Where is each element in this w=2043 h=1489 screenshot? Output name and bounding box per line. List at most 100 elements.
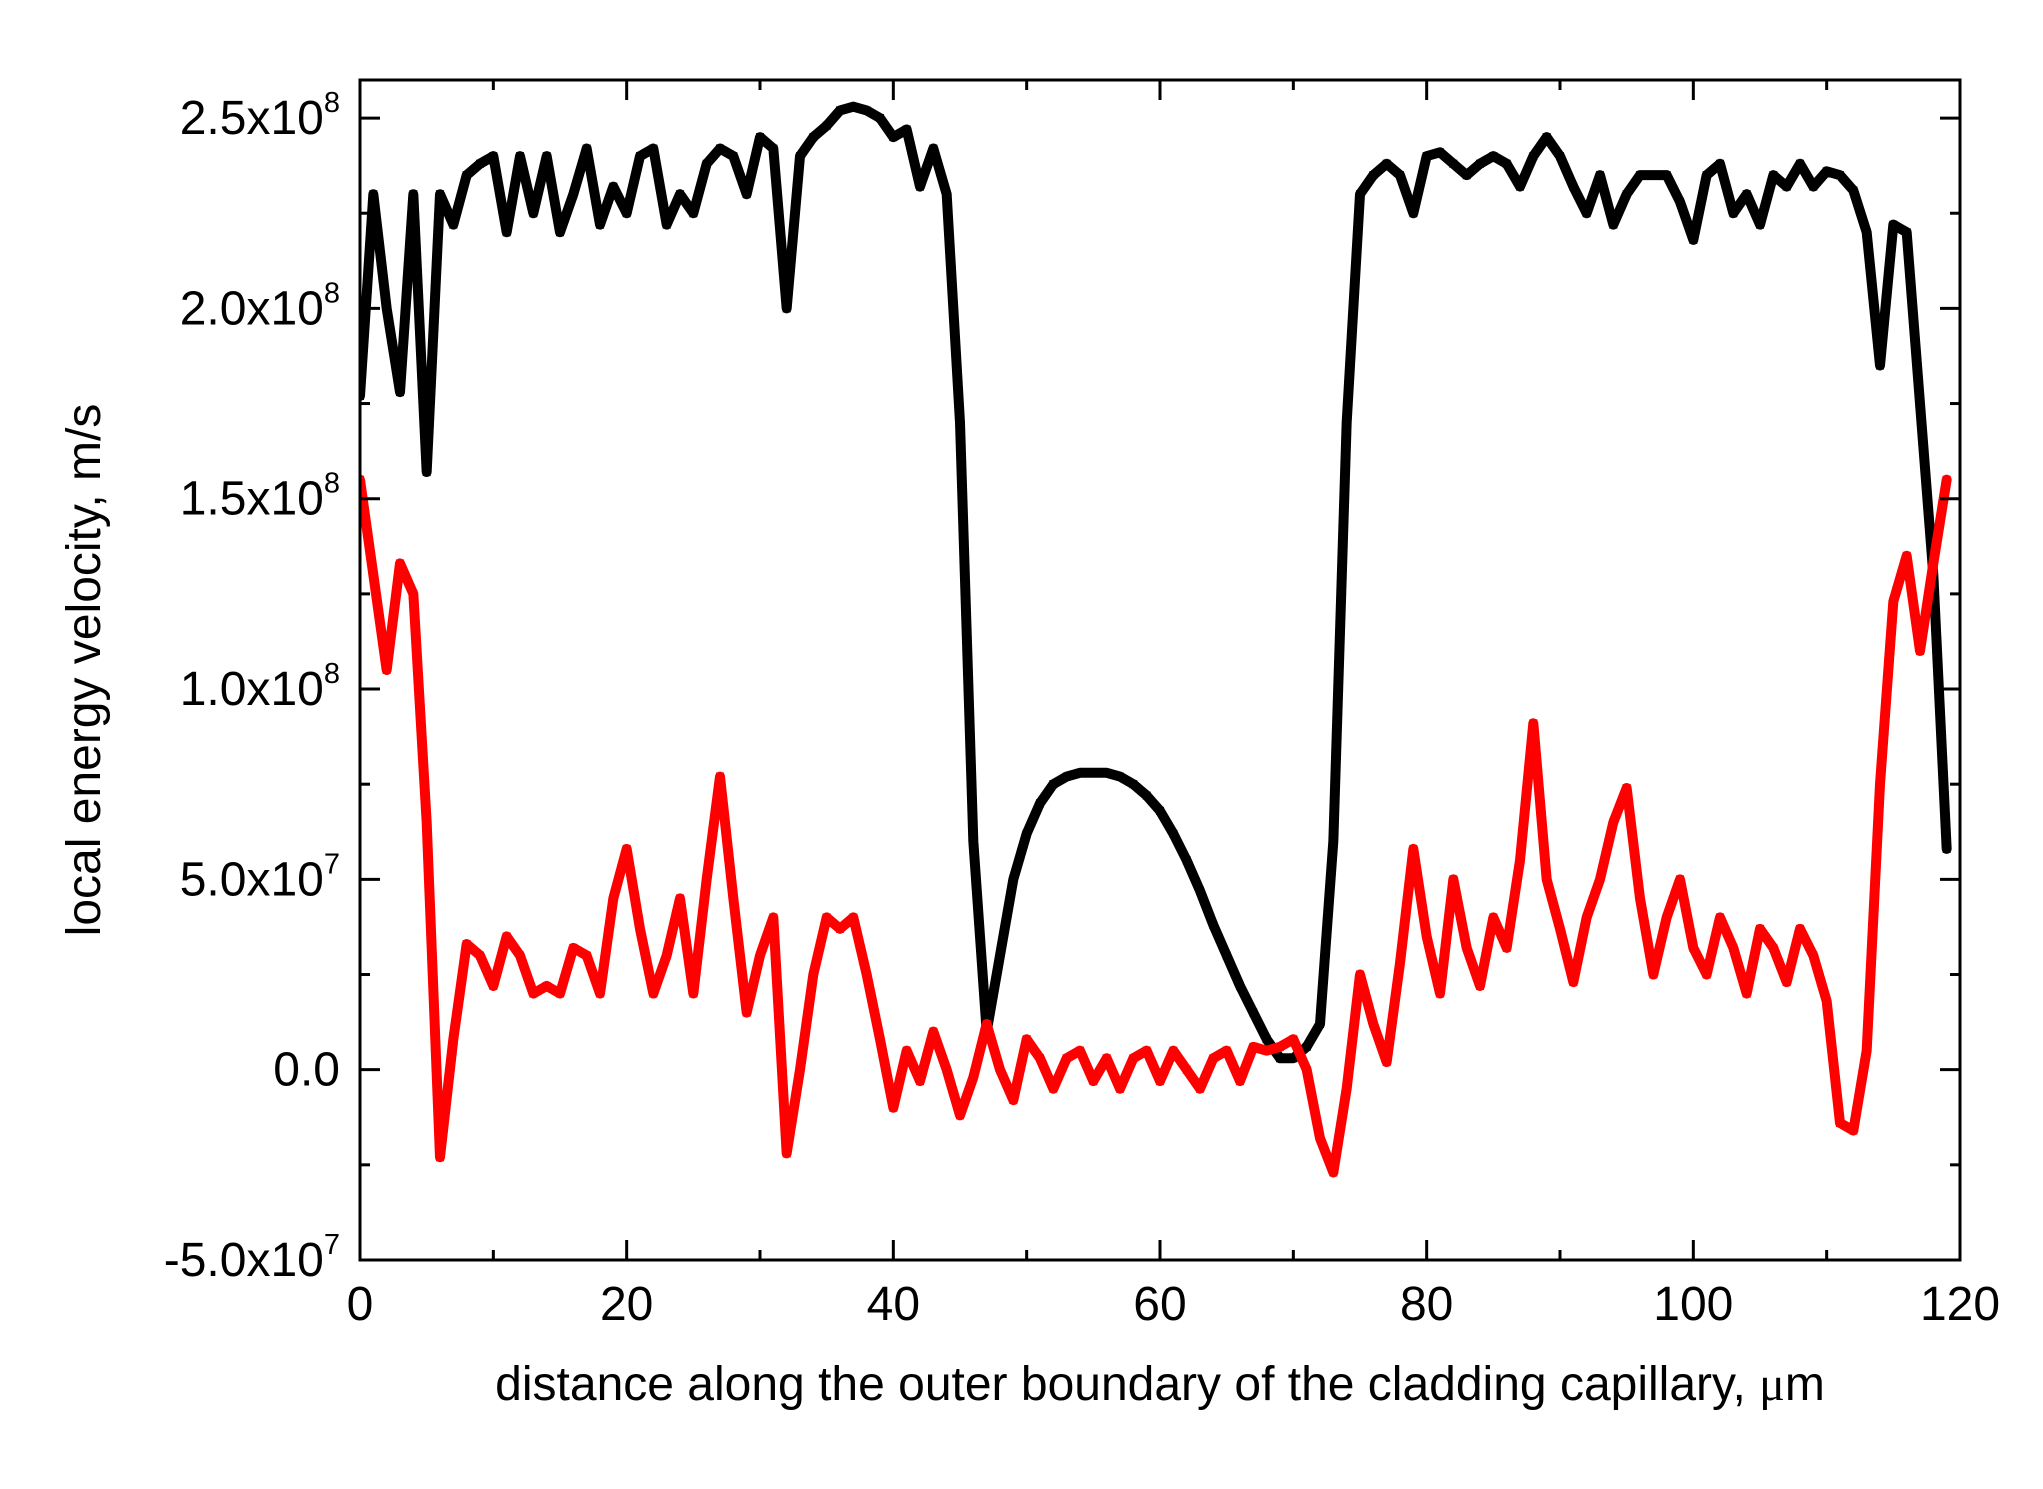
black-series-marker bbox=[1769, 171, 1777, 179]
x-tick-label: 80 bbox=[1400, 1278, 1453, 1331]
red-series-marker bbox=[1116, 1085, 1124, 1093]
black-series-marker bbox=[1663, 171, 1671, 179]
red-series-marker bbox=[1929, 559, 1937, 567]
black-series-marker bbox=[649, 145, 657, 153]
y-tick-label: 0.0 bbox=[273, 1044, 340, 1097]
red-series-marker bbox=[409, 590, 417, 598]
red-series-marker bbox=[1823, 997, 1831, 1005]
black-series-marker bbox=[1143, 792, 1151, 800]
y-axis-label: local energy velocity, m/s bbox=[58, 404, 111, 937]
black-series-marker bbox=[756, 133, 764, 141]
black-series-marker bbox=[1849, 186, 1857, 194]
black-series-marker bbox=[1423, 152, 1431, 160]
red-series-marker bbox=[863, 971, 871, 979]
black-series-marker bbox=[836, 106, 844, 114]
black-series-marker bbox=[1396, 171, 1404, 179]
red-series-marker bbox=[929, 1028, 937, 1036]
red-series-marker bbox=[1689, 944, 1697, 952]
red-series-marker bbox=[1369, 1020, 1377, 1028]
black-series-marker bbox=[809, 133, 817, 141]
red-series-marker bbox=[1796, 925, 1804, 933]
x-tick-label: 0 bbox=[347, 1278, 374, 1331]
black-series-marker bbox=[1623, 190, 1631, 198]
red-series-marker bbox=[1703, 971, 1711, 979]
black-series-marker bbox=[1743, 190, 1751, 198]
black-series-marker bbox=[1823, 167, 1831, 175]
red-series-marker bbox=[436, 1153, 444, 1161]
black-series-marker bbox=[556, 228, 564, 236]
black-series-marker bbox=[1556, 152, 1564, 160]
black-series-marker bbox=[1889, 221, 1897, 229]
chart-svg: 020406080100120-5.0x1070.05.0x1071.0x108… bbox=[0, 0, 2043, 1489]
red-series-marker bbox=[1396, 959, 1404, 967]
black-series-marker bbox=[1409, 209, 1417, 217]
black-series-marker bbox=[1356, 190, 1364, 198]
red-series-marker bbox=[1156, 1077, 1164, 1085]
black-series-marker bbox=[889, 133, 897, 141]
black-series-marker bbox=[1076, 769, 1084, 777]
black-series-marker bbox=[529, 209, 537, 217]
red-series-marker bbox=[1769, 944, 1777, 952]
black-series-marker bbox=[1129, 780, 1137, 788]
black-series-marker bbox=[1863, 228, 1871, 236]
red-series-marker bbox=[1849, 1127, 1857, 1135]
black-series-marker bbox=[1343, 419, 1351, 427]
x-axis-label: distance along the outer boundary of the… bbox=[495, 1358, 1825, 1411]
red-series-marker bbox=[1903, 552, 1911, 560]
red-series-marker bbox=[783, 1149, 791, 1157]
red-series-marker bbox=[1303, 1066, 1311, 1074]
red-series-marker bbox=[996, 1066, 1004, 1074]
black-series-marker bbox=[1676, 198, 1684, 206]
black-series-marker bbox=[1303, 1043, 1311, 1051]
black-series-marker bbox=[423, 468, 431, 476]
black-series-marker bbox=[783, 304, 791, 312]
red-series-marker bbox=[543, 982, 551, 990]
black-series-marker bbox=[1156, 807, 1164, 815]
red-series-marker bbox=[1756, 925, 1764, 933]
black-series-marker bbox=[1436, 148, 1444, 156]
red-series-marker bbox=[1023, 1035, 1031, 1043]
black-series-marker bbox=[956, 419, 964, 427]
red-series-marker bbox=[1943, 476, 1951, 484]
black-series-marker bbox=[796, 152, 804, 160]
red-series-marker bbox=[663, 951, 671, 959]
red-series-marker bbox=[649, 990, 657, 998]
red-series-marker bbox=[796, 1066, 804, 1074]
black-series-marker bbox=[1223, 951, 1231, 959]
red-series-marker bbox=[1663, 913, 1671, 921]
black-series-marker bbox=[1196, 887, 1204, 895]
red-series-marker bbox=[876, 1035, 884, 1043]
red-series-marker bbox=[463, 940, 471, 948]
black-series-marker bbox=[383, 304, 391, 312]
black-series-marker bbox=[543, 152, 551, 160]
red-series-marker bbox=[903, 1047, 911, 1055]
red-series-marker bbox=[1249, 1043, 1257, 1051]
red-series-marker bbox=[823, 913, 831, 921]
black-series-marker bbox=[1903, 228, 1911, 236]
red-series-marker bbox=[1076, 1047, 1084, 1055]
red-series-marker bbox=[1916, 647, 1924, 655]
red-series-marker bbox=[583, 951, 591, 959]
black-series-marker bbox=[1049, 780, 1057, 788]
red-series-marker bbox=[1343, 1085, 1351, 1093]
y-tick-label: -5.0x107 bbox=[164, 1229, 340, 1287]
black-series-marker bbox=[1836, 171, 1844, 179]
red-series-marker bbox=[1183, 1066, 1191, 1074]
red-series-marker bbox=[1236, 1077, 1244, 1085]
black-series-marker bbox=[1489, 152, 1497, 160]
black-series-marker bbox=[1449, 160, 1457, 168]
black-series-marker bbox=[1383, 160, 1391, 168]
black-series-marker bbox=[1596, 171, 1604, 179]
red-series-marker bbox=[1649, 971, 1657, 979]
red-series-marker bbox=[1743, 990, 1751, 998]
red-series-marker bbox=[369, 571, 377, 579]
black-series-marker bbox=[1063, 773, 1071, 781]
red-series-marker bbox=[1583, 913, 1591, 921]
red-series-marker bbox=[1169, 1047, 1177, 1055]
black-series-marker bbox=[1516, 183, 1524, 191]
x-tick-label: 60 bbox=[1133, 1278, 1186, 1331]
red-series-marker bbox=[1716, 913, 1724, 921]
red-series-marker bbox=[1009, 1096, 1017, 1104]
black-series-marker bbox=[463, 171, 471, 179]
black-series-marker bbox=[969, 837, 977, 845]
